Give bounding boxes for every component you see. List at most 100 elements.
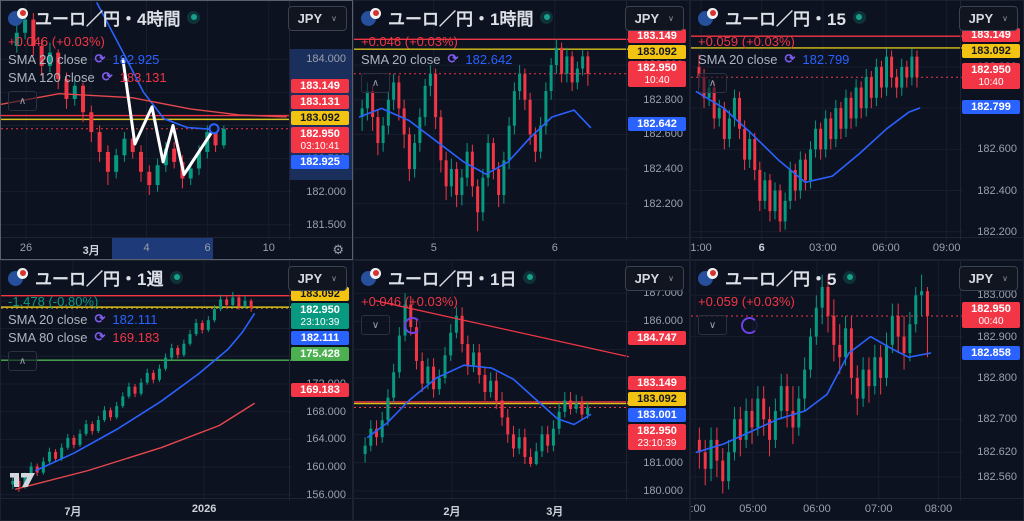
price-badge: 183.149 xyxy=(628,376,686,391)
tradingview-logo[interactable] xyxy=(10,473,35,492)
price-scale-label: 180.000 xyxy=(643,484,683,497)
price-scale-label: 182.800 xyxy=(977,371,1017,384)
price-scale[interactable]: 183.000 182.900 182.800 182.700 182.620 182.5… xyxy=(960,261,1023,501)
eurjpy-flag-icon xyxy=(698,7,718,27)
time-axis[interactable]: 2月 3月 xyxy=(354,498,689,520)
price-scale-label: 183.000 xyxy=(977,289,1017,302)
currency-dropdown[interactable]: JPY ∨ xyxy=(624,266,684,291)
price-scale-label: 182.600 xyxy=(643,128,683,141)
legend-collapse-button[interactable]: ∧ xyxy=(8,351,37,371)
price-badge: 175.428 xyxy=(291,346,349,361)
price-badge: 182.950 23:10:39 xyxy=(291,302,349,329)
price-scale[interactable]: 183.000182.800182.600182.400182.200183.1… xyxy=(626,1,689,240)
loop-icon: ⟳ xyxy=(101,69,113,84)
legend-collapse-button[interactable]: ∧ xyxy=(361,73,390,93)
chevron-down-icon: ∨ xyxy=(1002,14,1008,23)
price-scale[interactable]: 184.000182.500182.000181.500183.149183.1… xyxy=(289,1,352,240)
price-scale-label: 182.000 xyxy=(306,185,346,198)
chart-title[interactable]: ユーロ／円・5 xyxy=(725,269,837,289)
time-axis-label: 6 xyxy=(758,242,765,254)
price-change: +0.046 (+0.03%) xyxy=(361,34,458,49)
chart-header: ユーロ／円・1日 +0.046 (+0.03%) ∨ xyxy=(361,265,537,335)
indicator-row[interactable]: SMA 20 close ⟳ 182.925 xyxy=(8,50,200,68)
price-badge: 183.149 xyxy=(962,27,1020,42)
chart-panel: ユーロ／円・1週 -1.478 (-0.80%) SMA 20 close ⟳ 18… xyxy=(0,260,353,521)
indicator-row[interactable]: SMA 20 close ⟳ 182.799 xyxy=(698,50,866,68)
chart-title[interactable]: ユーロ／円・1時間 xyxy=(388,9,534,29)
chart-canvas[interactable] xyxy=(691,1,963,240)
chart-title[interactable]: ユーロ／円・15 xyxy=(725,9,846,29)
price-badge: 183.092 xyxy=(962,43,1020,58)
currency-dropdown[interactable]: JPY ∨ xyxy=(287,6,347,31)
eurjpy-flag-icon xyxy=(698,267,718,287)
price-badge: 183.149 xyxy=(628,29,686,44)
price-scale-label: 160.000 xyxy=(306,461,346,474)
currency-label: JPY xyxy=(297,11,323,26)
price-badge: 183.092 xyxy=(291,111,349,126)
time-axis[interactable]: 4:00 05:00 06:00 07:00 08:00 xyxy=(690,498,1023,520)
price-badge: 183.131 xyxy=(291,95,349,110)
price-scale[interactable]: 176.000172.000168.000164.000160.000156.0… xyxy=(289,261,352,501)
time-axis-label: 3月 xyxy=(546,506,564,518)
price-scale-label: 182.200 xyxy=(643,197,683,210)
price-scale-label: 182.620 xyxy=(977,446,1017,459)
price-badge: 182.925 xyxy=(291,155,349,170)
price-scale-label: 184.000 xyxy=(306,53,346,66)
indicator-value: 182.799 xyxy=(802,51,850,67)
loop-icon: ⟳ xyxy=(94,329,106,344)
time-axis-label: 4:00 xyxy=(690,503,706,515)
chevron-down-icon: ∨ xyxy=(668,14,674,23)
price-badge: 182.950 10:40 xyxy=(962,62,1020,89)
price-change: +0.046 (+0.03%) xyxy=(8,34,105,49)
time-axis[interactable]: 7月 2026 xyxy=(1,498,352,520)
market-open-icon xyxy=(843,270,857,284)
currency-dropdown[interactable]: JPY ∨ xyxy=(287,266,347,291)
eurjpy-flag-icon xyxy=(8,267,28,287)
chart-canvas[interactable] xyxy=(691,261,963,501)
chart-title[interactable]: ユーロ／円・4時間 xyxy=(35,9,181,29)
time-axis[interactable]: 1:00 6 03:00 06:00 09:00 xyxy=(691,237,1023,259)
chart-panel: ユーロ／円・1時間 +0.046 (+0.03%) SMA 20 close ⟳ 1… xyxy=(353,0,690,260)
chart-canvas[interactable] xyxy=(1,1,292,240)
price-scale[interactable]: 187.000186.000182.000181.000180.000184.7… xyxy=(626,261,689,501)
chart-canvas[interactable] xyxy=(354,1,629,240)
gear-icon[interactable]: ⚙ xyxy=(332,242,344,257)
currency-dropdown[interactable]: JPY ∨ xyxy=(958,266,1018,291)
price-scale-label: 156.000 xyxy=(306,488,346,501)
currency-label: JPY xyxy=(634,271,660,286)
currency-dropdown[interactable]: JPY ∨ xyxy=(624,6,684,31)
time-axis-label: 2026 xyxy=(191,503,217,515)
price-scale-label: 182.400 xyxy=(643,162,683,175)
eurjpy-flag-icon xyxy=(361,267,381,287)
chart-header: ユーロ／円・15 +0.059 (+0.03%) SMA 20 close ⟳ 18… xyxy=(698,5,866,93)
price-badge: 182.950 10:40 xyxy=(628,61,686,88)
price-badge: 183.092 xyxy=(628,392,686,407)
price-scale-label: 182.800 xyxy=(643,93,683,106)
indicator-row[interactable]: SMA 80 close ⟳ 169.183 xyxy=(8,328,183,346)
bar-countdown: 10:40 xyxy=(978,76,1004,88)
legend-collapse-button[interactable]: ∧ xyxy=(8,91,37,111)
legend-collapse-button[interactable]: ∨ xyxy=(698,315,727,335)
legend-collapse-button[interactable]: ∨ xyxy=(361,315,390,335)
time-axis-label: 26 xyxy=(19,242,33,254)
currency-dropdown[interactable]: JPY ∨ xyxy=(958,6,1018,31)
chart-canvas[interactable] xyxy=(354,261,629,501)
legend-collapse-button[interactable]: ∧ xyxy=(698,73,727,93)
time-axis[interactable]: 26 3月 4 6 10 xyxy=(1,237,352,259)
indicator-row[interactable]: SMA 20 close ⟳ 182.111 xyxy=(8,310,183,328)
time-axis-label: 06:00 xyxy=(803,503,831,515)
brush-drawing[interactable] xyxy=(121,57,216,176)
indicator-legend: SMA 20 close ⟳ 182.925 SMA 120 close ⟳ 183.13… xyxy=(8,50,200,86)
chart-title[interactable]: ユーロ／円・1日 xyxy=(388,269,517,289)
indicator-row[interactable]: SMA 20 close ⟳ 182.642 xyxy=(361,50,553,68)
drawing-anchor-handle[interactable] xyxy=(208,123,220,135)
chart-panel: ユーロ／円・4時間 +0.046 (+0.03%) SMA 20 close ⟳ 1… xyxy=(0,0,353,260)
chart-header: ユーロ／円・4時間 +0.046 (+0.03%) SMA 20 close ⟳ 1… xyxy=(8,5,201,111)
indicator-value: 183.131 xyxy=(119,69,167,85)
indicator-row[interactable]: SMA 120 close ⟳ 183.131 xyxy=(8,68,200,86)
time-axis-label: 6 xyxy=(551,242,558,254)
price-scale-label: 182.400 xyxy=(977,184,1017,197)
price-scale[interactable]: 183.000182.600182.400182.200183.149183.0… xyxy=(960,1,1023,240)
chart-title[interactable]: ユーロ／円・1週 xyxy=(35,269,164,289)
